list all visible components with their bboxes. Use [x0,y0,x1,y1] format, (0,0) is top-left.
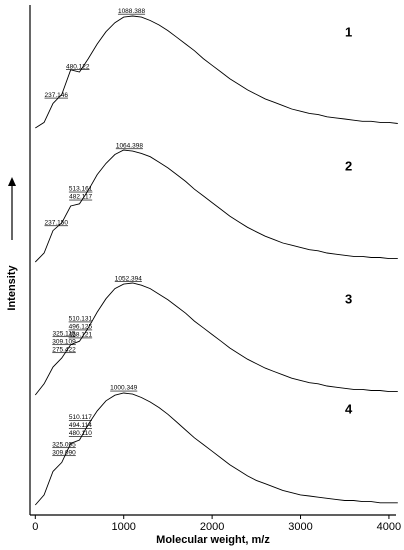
spectrum [34,149,398,263]
peak-label: 309.090 [52,449,76,456]
spectrum [34,392,398,506]
peak-label: 496.125 [69,324,93,331]
peak-label: 275.422 [52,346,76,353]
y-arrow-head [8,177,16,186]
panel-number: 3 [345,291,352,306]
y-axis-label: Intensity [6,265,18,311]
peak-label: 494.114 [69,422,92,429]
peak-label: 325.095 [52,441,76,448]
peak-label: 480.122 [66,63,90,70]
peak-label: 1064.398 [116,142,143,149]
x-tick-label: 3000 [288,521,312,533]
spectrum [35,15,398,129]
x-tick-label: 1000 [111,521,135,533]
x-tick-label: 2000 [200,521,224,533]
peak-label: 468.121 [69,332,93,339]
peak-label: 1088.388 [118,8,145,15]
x-tick-label: 0 [32,521,38,533]
peak-label: 325.115 [53,330,76,337]
spectrum [34,282,398,396]
panel-number: 4 [345,401,353,416]
panel-number: 2 [345,158,352,173]
peak-label: 1000.349 [110,385,137,392]
peak-label: 1052.394 [115,275,142,282]
peak-label: 237.150 [45,219,69,226]
peak-label: 510.131 [69,316,93,323]
peak-label: 510.117 [69,414,92,421]
x-tick-label: 4000 [377,521,401,533]
peak-label: 309.109 [52,338,76,345]
peak-label: 513.161 [69,186,93,193]
x-axis-label: Molecular weight, m/z [156,534,270,546]
peak-label: 482.117 [69,194,92,201]
peak-label: 480.110 [69,430,92,437]
peak-label: 237.146 [45,92,69,99]
panel-number: 1 [345,24,352,39]
